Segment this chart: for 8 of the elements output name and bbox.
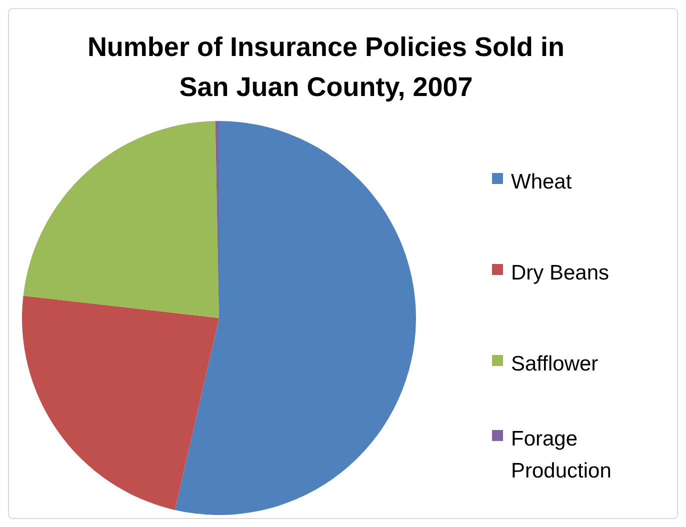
legend-label: Safflower xyxy=(511,352,598,376)
legend-label: Wheat xyxy=(511,170,572,194)
pie-slice xyxy=(174,121,416,515)
chart-title: Number of Insurance Policies Sold in San Juan County, 2007 xyxy=(87,32,565,102)
legend-label: Forage Production xyxy=(511,428,612,483)
pie-slice xyxy=(22,296,219,510)
pie-slice xyxy=(23,121,219,318)
legend-label: Dry Beans xyxy=(511,262,610,285)
